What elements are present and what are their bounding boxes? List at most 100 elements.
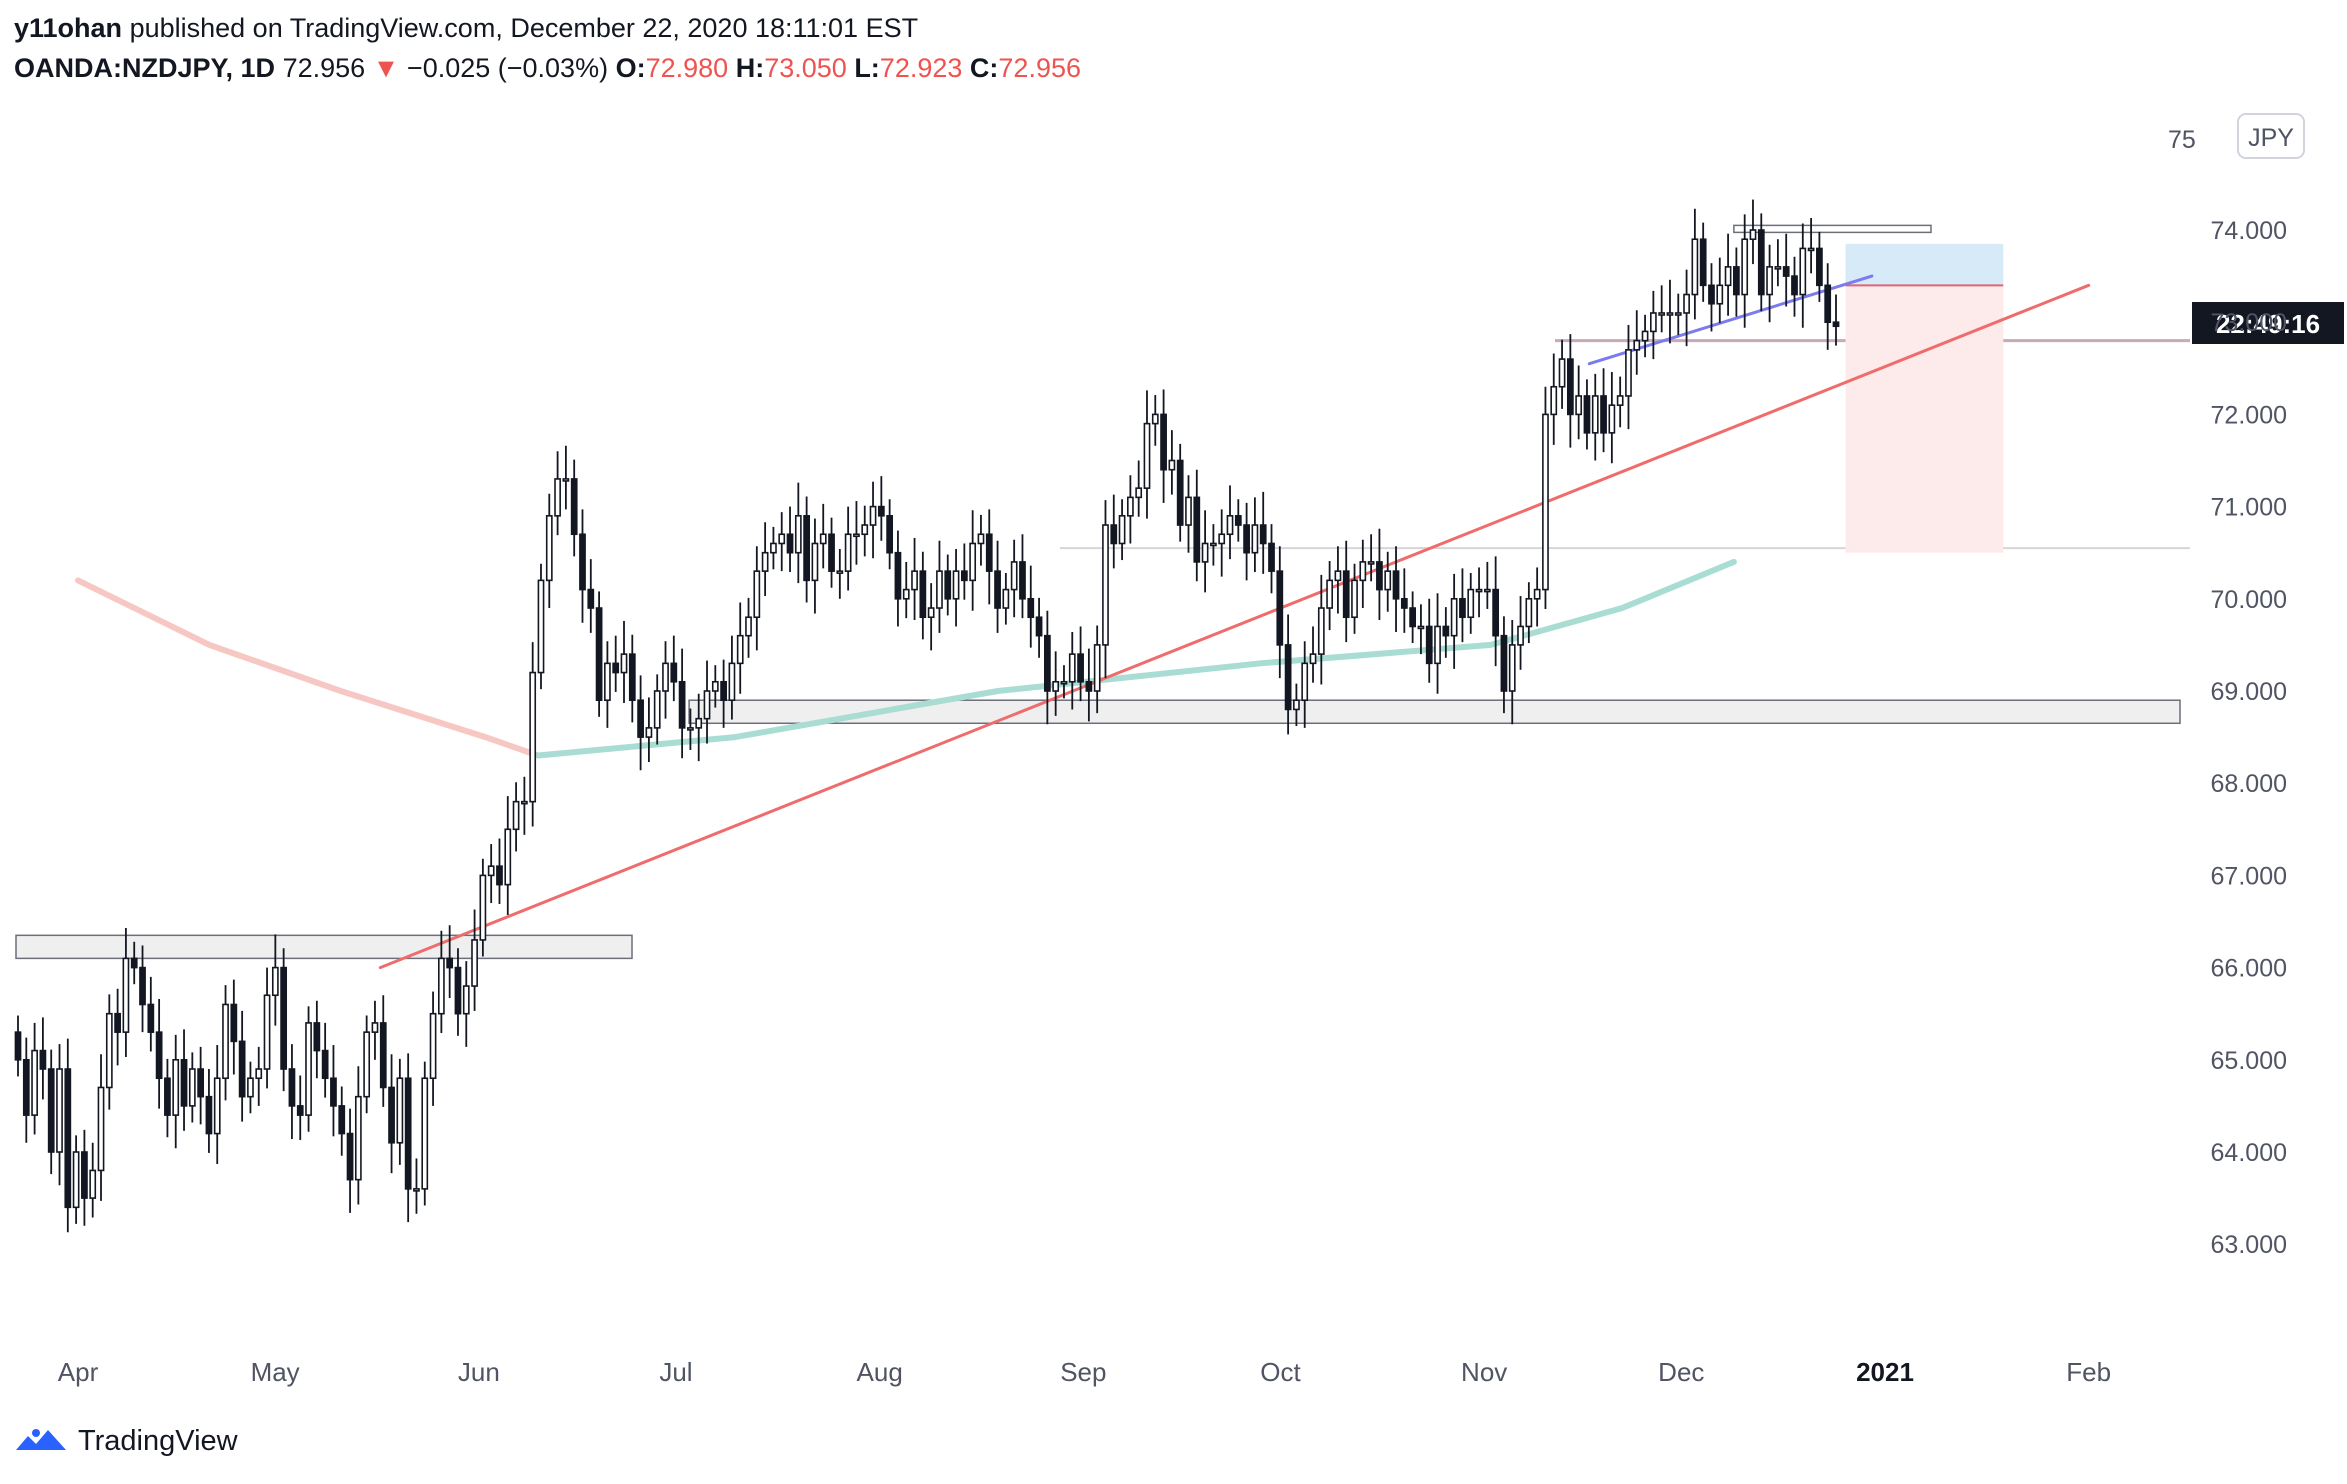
- candle: [1359, 539, 1367, 609]
- candle: [1542, 386, 1549, 609]
- time-tick-label: Nov: [1461, 1357, 1507, 1387]
- countdown-label: 22:49:16: [2216, 309, 2320, 339]
- tradingview-logo[interactable]: TradingView: [14, 1424, 238, 1458]
- price-axis[interactable]: JPY 75 22:49:16 74.000 73.000 72.000 71.000…: [2168, 113, 2344, 1259]
- candle: [587, 559, 595, 633]
- candle: [238, 1010, 246, 1122]
- candle-body-down: [786, 533, 794, 554]
- tradingview-logo-icon: [16, 1429, 66, 1450]
- candle: [1741, 214, 1749, 328]
- candle-body-up: [1741, 238, 1749, 296]
- candle-body-up: [72, 1151, 80, 1209]
- candle-body-up: [1102, 524, 1109, 646]
- candle: [213, 1045, 221, 1164]
- time-axis[interactable]: Apr May Jun Jul Aug Sep Oct Nov Dec 2021 Feb: [58, 1357, 2111, 1387]
- candle: [877, 476, 885, 541]
- candle: [47, 1049, 55, 1175]
- candle-body-down: [994, 570, 1001, 609]
- candle: [919, 551, 927, 640]
- candle-body-down: [1409, 607, 1417, 628]
- candle: [188, 1052, 196, 1123]
- candle: [728, 635, 736, 720]
- candle-body-up: [1151, 413, 1159, 425]
- candle: [437, 930, 445, 1034]
- candle: [977, 514, 985, 566]
- candle-body-down: [404, 1077, 412, 1190]
- candle-body-down: [985, 533, 993, 572]
- price-change: −0.025 (−0.03%): [406, 53, 609, 83]
- candle-body-down: [1193, 496, 1201, 563]
- candle-body-up: [604, 662, 611, 702]
- candle: [886, 499, 894, 570]
- candle: [844, 506, 852, 591]
- candle: [1616, 376, 1624, 428]
- candle-body-down: [47, 1068, 55, 1153]
- symbol-name[interactable]: OANDA:NZDJPY, 1D: [14, 53, 276, 83]
- candle-body-up: [1118, 515, 1126, 545]
- candle: [894, 530, 902, 627]
- candle-body-up: [1226, 515, 1234, 536]
- candle-body-down: [1583, 395, 1591, 434]
- candle-body-down: [1160, 413, 1167, 471]
- low-label: L:: [854, 53, 880, 83]
- candle: [985, 509, 993, 605]
- candle: [1434, 593, 1441, 694]
- candle: [1276, 546, 1284, 679]
- price-tick-label: 69.000: [2211, 678, 2287, 706]
- candle-body-up: [1210, 542, 1217, 547]
- candle: [687, 708, 694, 751]
- chart-header: y11ohan published on TradingView.com, De…: [14, 8, 1081, 88]
- candle: [496, 838, 503, 904]
- candle-body-up: [687, 727, 694, 731]
- candle: [446, 925, 454, 999]
- candle-body-up: [1168, 459, 1176, 471]
- candle-body-down: [1035, 616, 1043, 637]
- candle-body-up: [354, 1095, 362, 1181]
- candle: [1185, 475, 1192, 553]
- candle: [1176, 443, 1184, 542]
- candle: [1517, 596, 1524, 670]
- candle-body-down: [1400, 597, 1408, 609]
- candle: [1334, 546, 1342, 614]
- currency-badge[interactable]: [2237, 113, 2305, 159]
- candle-body-down: [1566, 358, 1574, 416]
- candle-body-down: [22, 1059, 30, 1116]
- candle-body-down: [628, 653, 636, 702]
- candle: [819, 503, 827, 569]
- candle: [1135, 460, 1143, 517]
- candle: [1666, 279, 1674, 344]
- candle-body-up: [247, 1077, 254, 1098]
- author-name[interactable]: y11ohan: [14, 13, 123, 43]
- candle-body-up: [853, 533, 860, 538]
- candle: [1376, 528, 1383, 621]
- candle-body-up: [97, 1086, 105, 1172]
- candle-body-down: [1085, 680, 1093, 692]
- candle-body-up: [462, 985, 470, 1015]
- candle: [1093, 625, 1101, 714]
- fast-moving-average-line: [535, 558, 1737, 759]
- candle-body-up: [479, 874, 487, 941]
- time-tick-label: Oct: [1260, 1357, 1301, 1387]
- candle: [562, 445, 570, 510]
- candle-body-up: [396, 1077, 404, 1144]
- candle-body-up: [222, 1003, 229, 1080]
- candle-body-down: [1268, 542, 1275, 572]
- candle: [736, 602, 744, 694]
- candle: [479, 858, 487, 957]
- candle-body-down: [1077, 653, 1084, 683]
- candle-body-up: [1450, 597, 1458, 637]
- candle-body-down: [1500, 634, 1508, 692]
- candle: [105, 994, 113, 1110]
- candle: [1591, 373, 1599, 461]
- candle-body-down: [130, 957, 138, 969]
- zones-layer: [15, 224, 2190, 960]
- candle-body-up: [1434, 625, 1441, 665]
- candle-body-up: [653, 690, 661, 729]
- candle: [288, 1044, 296, 1140]
- candle: [354, 1066, 362, 1205]
- candle-body-down: [587, 588, 595, 609]
- candle: [462, 961, 470, 1047]
- candle-body-up: [1807, 247, 1815, 252]
- candle: [902, 561, 910, 619]
